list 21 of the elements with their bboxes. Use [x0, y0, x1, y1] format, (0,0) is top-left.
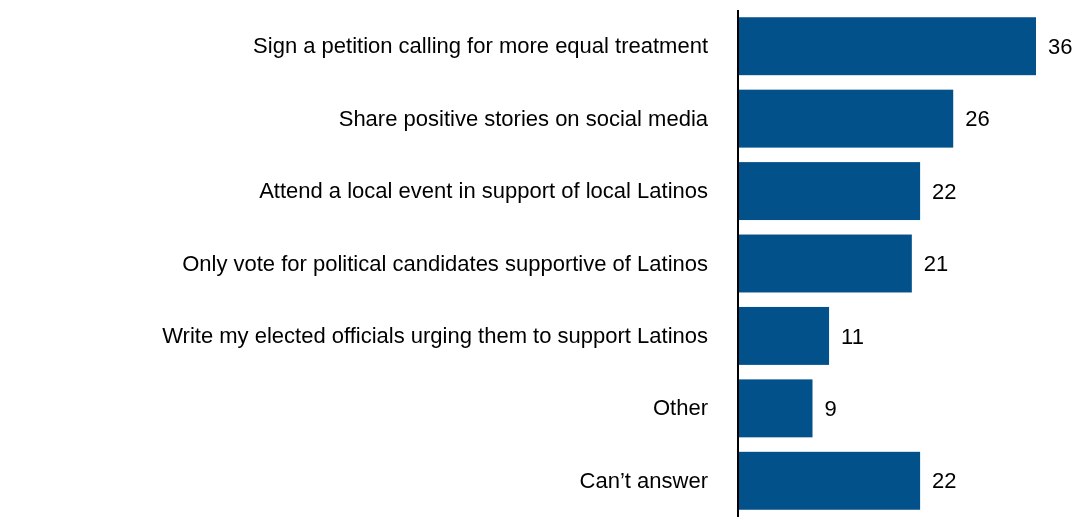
data-label: 26	[965, 106, 990, 132]
data-label: 22	[932, 178, 957, 204]
y-tick-label: Sign a petition calling for more equal treatment	[253, 33, 708, 59]
bar	[738, 306, 830, 365]
bar	[738, 17, 1036, 76]
bar	[738, 379, 813, 438]
y-tick-label: Attend a local event in support of local Latinos	[259, 178, 708, 204]
data-label: 21	[923, 251, 949, 277]
data-label: 36	[1048, 33, 1073, 59]
bar	[738, 162, 921, 221]
y-tick-label: Only vote for political candidates supportive of Latinos	[182, 250, 708, 276]
data-label: 22	[932, 468, 957, 494]
y-tick-label: Other	[652, 395, 708, 421]
bar	[738, 89, 954, 148]
bar	[738, 451, 921, 510]
y-tick-label: Share positive stories on social media	[338, 105, 709, 131]
y-tick-label: Can’t answer	[579, 467, 708, 493]
data-label: 11	[841, 323, 864, 349]
y-tick-label: Write my elected officials urging them to support Latinos	[162, 322, 708, 348]
bar	[738, 234, 912, 293]
data-label: 9	[824, 396, 837, 422]
